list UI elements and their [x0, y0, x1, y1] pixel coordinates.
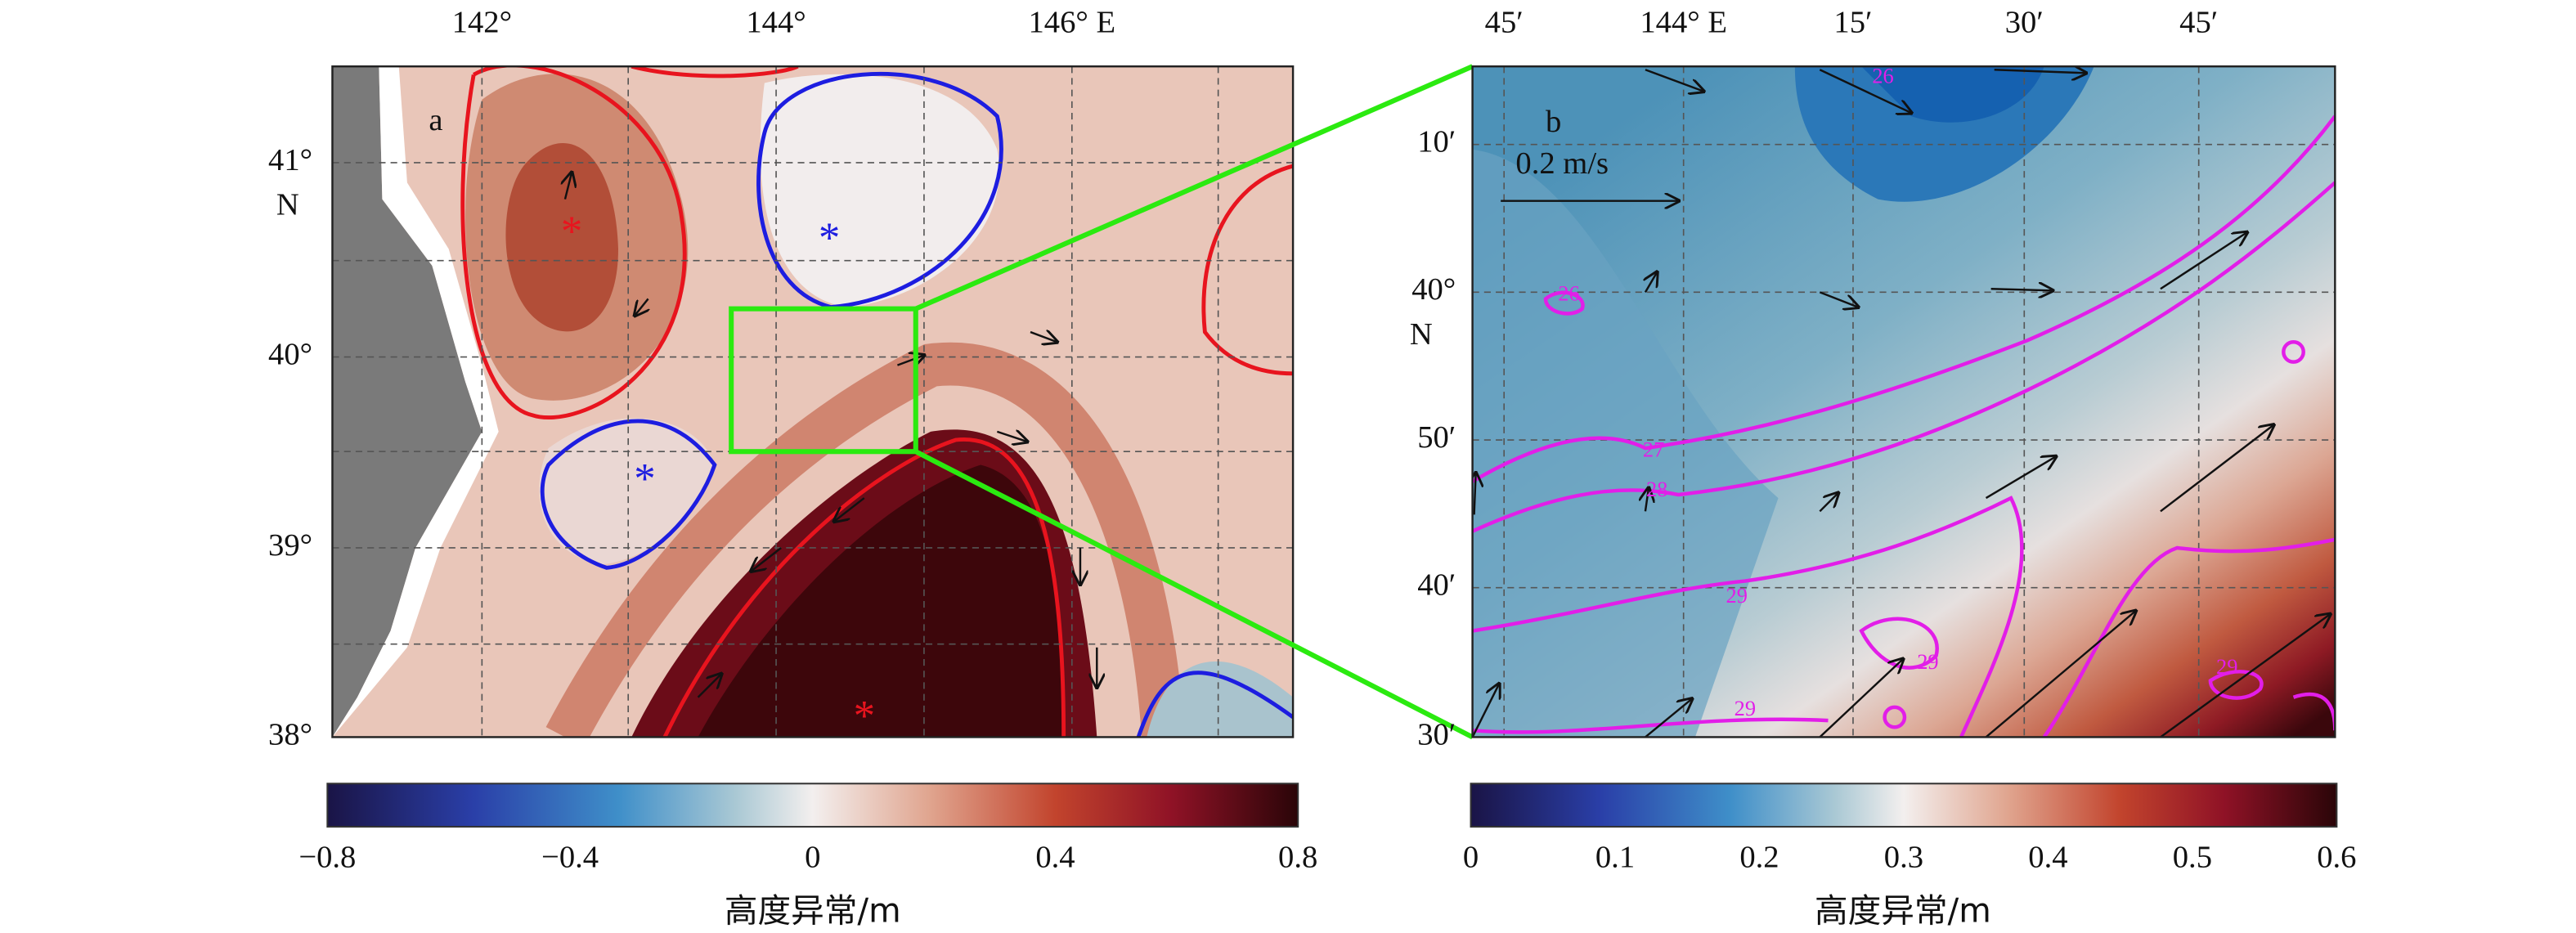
- colorbar-tick-label: −0.8: [298, 841, 356, 875]
- contour-label: 26: [1872, 63, 1893, 87]
- left-tick-label: 41°: [268, 143, 312, 177]
- marker-star: *: [819, 215, 840, 262]
- top-tick-label: 30′: [2005, 5, 2044, 39]
- colorbar-tick-label: 0: [1463, 841, 1479, 875]
- marker-star: *: [634, 455, 655, 503]
- panel-b-frame: [1471, 65, 2336, 738]
- left-tick-label: 39°: [268, 528, 312, 563]
- panel-label: b: [1546, 105, 1561, 139]
- colorbar-label: 高度异常/m: [725, 891, 901, 931]
- grid-b: [1472, 66, 2336, 738]
- colorbar-tick-label: 0.5: [2173, 841, 2212, 875]
- top-tick-label: 45′: [2179, 5, 2218, 39]
- left-tick-label: 38°: [268, 717, 312, 751]
- vectors-b: [1472, 70, 2331, 738]
- colorbar-tick-label: 0.3: [1884, 841, 1923, 875]
- left-tick-label: 10′: [1417, 125, 1456, 159]
- top-tick-label: 146° E: [1029, 5, 1116, 39]
- top-tick-label: 45′: [1485, 5, 1524, 39]
- contour-label: 29: [1735, 696, 1756, 720]
- colorbar-tick-label: 0.1: [1595, 841, 1635, 875]
- colorbar-ticks: −0.8 −0.4 0 0.4 0.8 0 0.1 0.2 0.3 0.4 0.5 0.6: [298, 841, 2356, 875]
- contour-label: 29: [1917, 649, 1938, 674]
- top-tick-label: 144° E: [1640, 5, 1727, 39]
- left-tick-label: 40°: [1411, 272, 1456, 307]
- north-label: N: [1410, 317, 1433, 352]
- colorbar-tick-label: 0.8: [1278, 841, 1317, 875]
- panel-label: a: [429, 103, 442, 137]
- contour-label: 27: [1643, 437, 1664, 461]
- zoom-connector: [914, 64, 1474, 740]
- panel-a-map: * * * *: [332, 66, 1294, 740]
- colorbar-tick-label: 0.4: [1035, 841, 1075, 875]
- colorbar-b: [1470, 783, 2338, 828]
- panel-a-frame: [331, 65, 1295, 738]
- panel-b-map: 26 26 27 28 29 29 29 29: [1472, 63, 2336, 738]
- marker-star: *: [561, 208, 582, 255]
- contour-label: 29: [2216, 654, 2237, 679]
- north-label: N: [276, 188, 299, 222]
- top-tick-label: 144°: [746, 5, 806, 39]
- colorbar-tick-label: 0.2: [1739, 841, 1779, 875]
- contour-label: 29: [1726, 583, 1748, 608]
- left-tick-label: 50′: [1417, 420, 1456, 455]
- colorbar-tick-label: 0.6: [2317, 841, 2356, 875]
- vectors-a: [565, 173, 1097, 698]
- top-tick-label: 15′: [1833, 5, 1872, 39]
- left-tick-label: 30′: [1417, 717, 1456, 751]
- marker-star: *: [854, 693, 875, 740]
- colorbar-a: [326, 783, 1299, 828]
- zoom-box: [729, 306, 918, 455]
- scale-label: 0.2 m/s: [1515, 146, 1609, 181]
- left-tick-label: 40′: [1417, 568, 1456, 603]
- colorbar-tick-label: 0.4: [2028, 841, 2067, 875]
- colorbar-tick-label: 0: [805, 841, 820, 875]
- contour-label: 28: [1646, 477, 1667, 501]
- colorbar-tick-label: −0.4: [541, 841, 599, 875]
- left-tick-label: 40°: [268, 337, 312, 371]
- top-tick-label: 142°: [452, 5, 512, 39]
- contour-label: 26: [1558, 280, 1579, 305]
- colorbar-label: 高度异常/m: [1815, 891, 1991, 931]
